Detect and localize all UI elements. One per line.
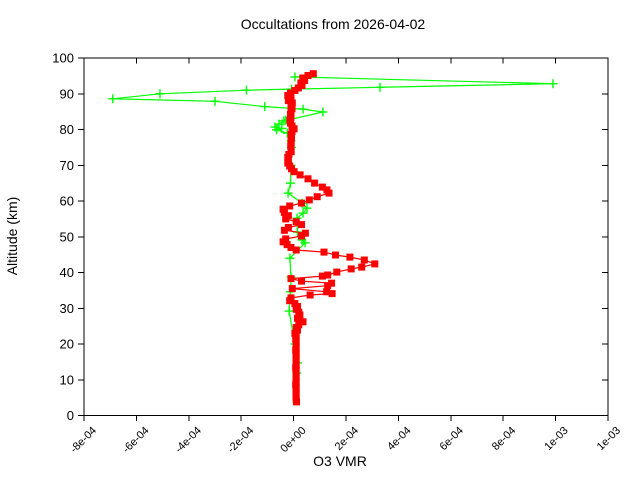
square-marker (323, 288, 331, 296)
square-marker (296, 171, 304, 179)
y-tick-label: 100 (52, 51, 74, 66)
x-tick-label: -6e-04 (121, 425, 152, 456)
occultation-profile-green-line (112, 76, 554, 374)
square-marker (328, 279, 336, 287)
x-tick-label: -8e-04 (68, 425, 99, 456)
y-tick-label: 40 (60, 265, 74, 280)
axes-layer (78, 57, 609, 421)
square-marker (358, 263, 366, 271)
square-marker (282, 215, 290, 223)
square-marker (325, 189, 333, 197)
y-tick-label: 10 (60, 372, 74, 387)
square-marker (347, 265, 355, 273)
square-marker (304, 72, 312, 79)
square-marker (298, 277, 305, 285)
square-marker (284, 97, 292, 104)
square-marker (301, 229, 309, 237)
square-marker (280, 208, 288, 216)
x-tick-label: 1e-03 (595, 425, 623, 453)
square-marker (298, 232, 305, 240)
square-marker (301, 77, 309, 84)
series-layer (108, 70, 558, 406)
y-tick-label: 20 (60, 337, 74, 352)
square-marker (283, 241, 291, 249)
square-marker (332, 251, 339, 259)
square-marker (292, 218, 300, 226)
x-tick-label: 0e+00 (278, 425, 308, 455)
y-tick-label: 30 (60, 301, 74, 316)
square-marker (328, 290, 336, 298)
square-marker (287, 244, 295, 251)
y-tick-label: 50 (60, 229, 74, 244)
square-marker (306, 291, 314, 299)
x-tick-label: -4e-04 (173, 425, 204, 456)
y-tick-label: 0 (67, 408, 74, 423)
y-axis-label: Altitude (km) (4, 197, 20, 276)
square-marker (305, 196, 313, 204)
square-marker (298, 221, 305, 229)
square-marker (293, 398, 300, 406)
square-marker (298, 199, 305, 207)
y-tick-label: 60 (60, 194, 74, 209)
square-marker (294, 314, 301, 322)
x-tick-label: -2e-04 (225, 425, 256, 456)
square-marker (320, 248, 328, 256)
y-tick-label: 70 (60, 158, 74, 173)
occultation-profile-green-series (108, 72, 558, 378)
square-marker (287, 275, 295, 283)
square-marker (288, 285, 296, 293)
y-tick-label: 90 (60, 86, 74, 101)
chart-title: Occultations from 2026-04-02 (241, 16, 426, 32)
square-marker (360, 256, 368, 264)
square-marker (318, 183, 326, 191)
square-marker (313, 193, 321, 201)
x-axis-label: O3 VMR (313, 453, 367, 469)
square-marker (286, 202, 294, 210)
square-marker (318, 272, 326, 280)
square-marker (284, 224, 292, 231)
x-tick-label: 4e-04 (385, 425, 413, 453)
square-marker (299, 318, 307, 326)
occultation-profile-red-series (279, 70, 379, 406)
square-marker (290, 168, 298, 176)
square-marker (311, 179, 319, 187)
square-marker (291, 87, 299, 94)
x-tick-label: 8e-04 (490, 425, 518, 453)
square-marker (279, 238, 287, 246)
x-tick-label: 1e-03 (542, 425, 570, 453)
square-marker (346, 253, 354, 261)
x-tick-label: 2e-04 (333, 425, 361, 453)
y-tick-label: 80 (60, 122, 74, 137)
square-marker (371, 260, 379, 268)
square-marker (292, 246, 300, 254)
square-marker (286, 297, 294, 305)
square-marker (324, 271, 332, 279)
square-marker (309, 70, 317, 78)
x-tick-label: 6e-04 (438, 425, 466, 453)
square-marker (304, 175, 312, 183)
square-marker (298, 82, 306, 89)
square-marker (324, 282, 332, 290)
square-marker (280, 226, 288, 234)
square-marker (333, 268, 341, 276)
plot-border (83, 57, 609, 416)
